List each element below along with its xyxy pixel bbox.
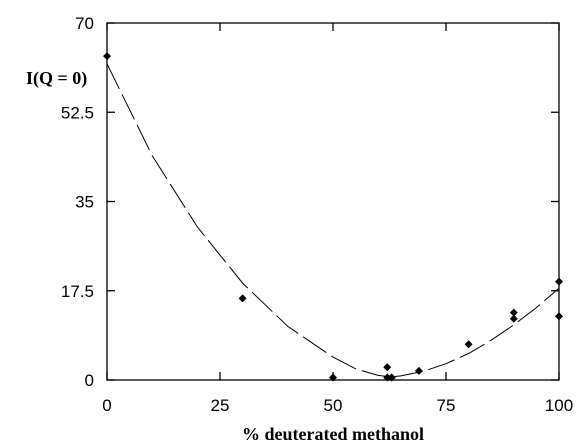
y-tick-label: 35 — [75, 193, 94, 212]
tick-marks — [106, 22, 560, 381]
data-point — [414, 366, 423, 375]
x-axis-label: % deuterated methanol — [242, 424, 424, 444]
x-tick-label: 25 — [211, 396, 230, 415]
data-point — [238, 294, 247, 303]
y-axis-label: I(Q = 0) — [26, 68, 87, 89]
data-point — [383, 363, 392, 372]
y-tick-label: 52.5 — [61, 103, 94, 122]
x-tick-label: 100 — [545, 396, 573, 415]
data-point — [387, 373, 396, 382]
data-point — [555, 312, 563, 321]
y-tick-label: 17.5 — [61, 282, 94, 301]
data-point — [103, 52, 111, 61]
fit-curve — [106, 63, 560, 378]
y-tick-labels: 0 17.5 35 52.5 70 — [61, 14, 94, 390]
data-point — [383, 373, 392, 382]
x-tick-label: 50 — [324, 396, 343, 415]
data-point — [555, 277, 563, 286]
data-point — [329, 373, 337, 382]
x-tick-label: 75 — [437, 396, 456, 415]
data-point — [509, 314, 518, 323]
x-tick-label: 0 — [102, 396, 111, 415]
y-tick-label: 0 — [85, 371, 94, 390]
data-point — [509, 308, 518, 317]
x-tick-labels: 0 25 50 75 100 — [102, 396, 573, 415]
data-point — [464, 340, 473, 349]
data-points — [103, 52, 563, 382]
y-tick-label: 70 — [75, 14, 94, 33]
plot-frame — [106, 22, 560, 381]
